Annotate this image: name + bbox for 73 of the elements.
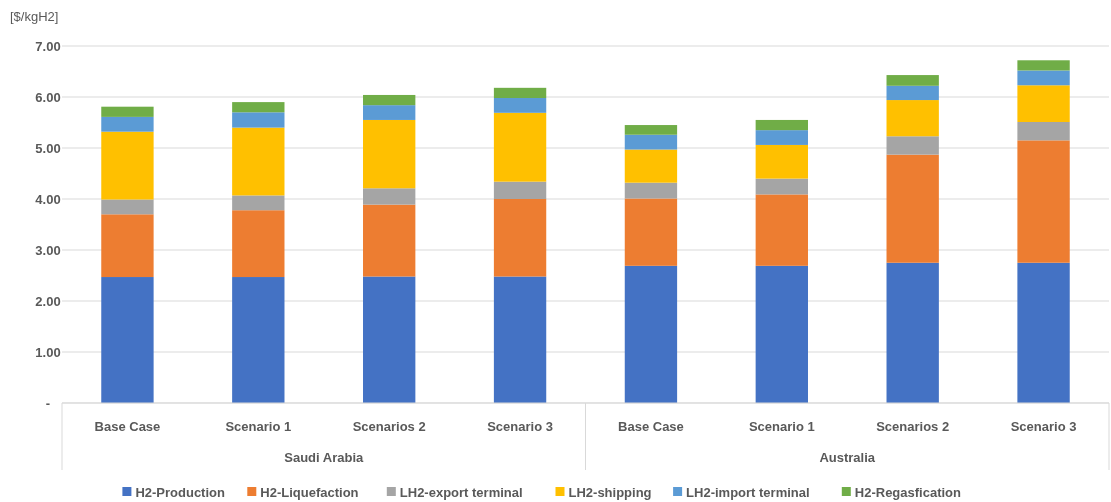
bar (886, 85, 939, 101)
bar (363, 105, 416, 120)
y-tick-label: - (45, 395, 51, 411)
x-tick-label: Base Case (618, 419, 684, 434)
bar (493, 112, 547, 182)
bar (624, 198, 678, 266)
text: Australia (819, 450, 876, 465)
bar (232, 102, 285, 113)
y-tick-label: 6.00 (35, 89, 61, 105)
bar (755, 130, 808, 145)
bar (886, 262, 939, 403)
y-tick-label: 1.00 (35, 344, 61, 360)
bar (1017, 70, 1070, 86)
bar (755, 194, 808, 266)
bar (755, 178, 808, 195)
bar (101, 131, 154, 200)
bar (755, 144, 808, 179)
legend-label: LH2-import terminal (686, 484, 810, 500)
y-tick-label: 7.00 (35, 38, 61, 54)
bar (886, 100, 939, 137)
bar (363, 119, 416, 189)
x-tick-label: Scenario 1 (748, 419, 815, 434)
bar (232, 210, 285, 278)
bar (363, 94, 416, 106)
bar (1017, 60, 1070, 71)
bar (493, 87, 547, 99)
legend-label: LH2-export terminal (399, 484, 523, 500)
legend-label: LH2-shipping (568, 484, 652, 500)
bar (101, 106, 154, 117)
x-tick-label: Base Case (94, 419, 161, 434)
bar (493, 276, 547, 403)
bar (232, 112, 285, 128)
bar (232, 127, 285, 196)
bar (232, 195, 285, 211)
legend-label: H2-Regasfication (854, 484, 962, 500)
legend-label: H2-Liquefaction (260, 484, 359, 500)
bar (101, 277, 154, 403)
bar (755, 265, 808, 403)
bar (1017, 121, 1070, 141)
bar (624, 125, 678, 135)
y-tick-label: 3.00 (35, 242, 61, 258)
x-tick-label: Scenario 1 (225, 419, 292, 434)
bar (886, 75, 939, 86)
bar (755, 119, 808, 131)
x-tick-label: Scenario 3 (487, 419, 553, 434)
bar (1017, 140, 1070, 263)
bar (101, 116, 154, 132)
y-tick-label: 4.00 (35, 191, 61, 207)
y-axis-title: [$/kgH2] (10, 9, 59, 24)
bar (363, 204, 416, 277)
bar (363, 188, 416, 205)
x-tick-label: Scenarios 2 (876, 419, 950, 434)
bar (101, 199, 154, 215)
y-tick-label: 2.00 (35, 293, 61, 309)
bar (1017, 262, 1070, 403)
x-tick-label: Scenario 3 (1010, 419, 1077, 434)
bar (101, 214, 154, 278)
x-tick-label: Scenarios 2 (352, 419, 426, 434)
bar (624, 149, 678, 183)
bar (886, 154, 939, 263)
bar (493, 98, 547, 113)
bar (363, 276, 416, 403)
bar (1017, 85, 1070, 122)
bar (493, 199, 547, 277)
bar (493, 181, 547, 199)
legend-label: H2-Production (135, 484, 226, 500)
text: Saudi Arabia (284, 450, 365, 465)
bar (624, 134, 678, 150)
bar (232, 277, 285, 403)
bar (886, 136, 939, 155)
bar (624, 265, 678, 403)
y-tick-label: 5.00 (35, 140, 61, 156)
bar (624, 182, 678, 199)
